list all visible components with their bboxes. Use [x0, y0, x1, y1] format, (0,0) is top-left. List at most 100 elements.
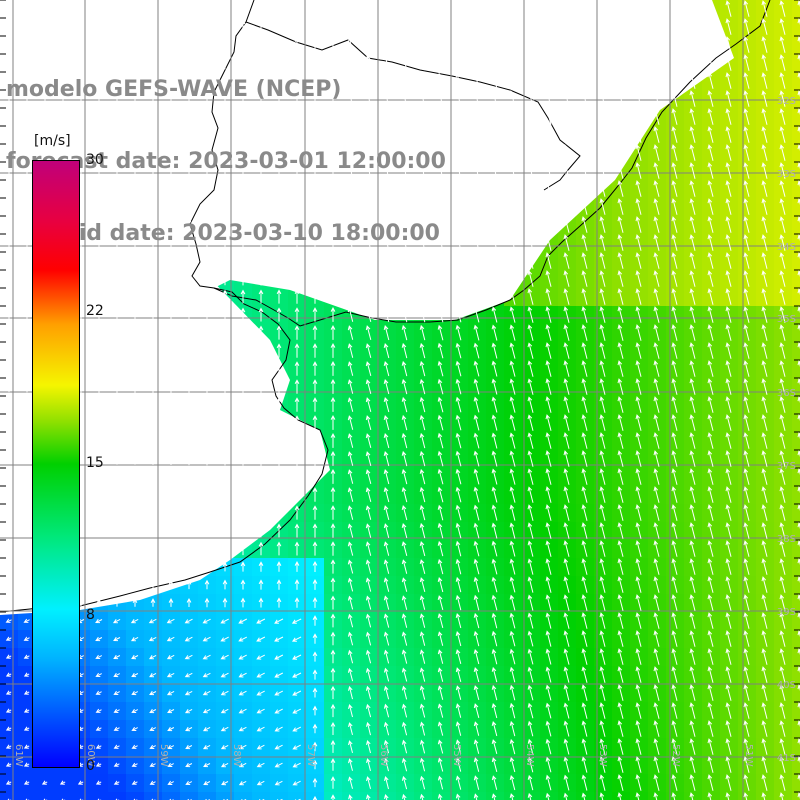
latitude-label: 35S	[777, 314, 796, 325]
wind-arrow	[312, 145, 318, 160]
wind-arrow	[509, 36, 516, 53]
latitude-label: 32S	[777, 96, 796, 107]
wind-arrow	[78, 92, 84, 105]
wind-arrow	[294, 55, 300, 70]
latitude-label: 40S	[777, 680, 796, 691]
wind-arrow	[42, 74, 48, 87]
wind-arrow	[761, 36, 768, 53]
field-cell	[792, 396, 800, 414]
wind-arrow	[114, 164, 120, 177]
wind-arrow	[347, 109, 354, 124]
wind-arrow	[437, 72, 444, 89]
wind-arrow	[653, 54, 660, 71]
wind-arrow	[437, 162, 444, 179]
wind-arrow	[114, 74, 120, 87]
wind-arrow	[6, 92, 12, 105]
wind-arrow	[186, 163, 192, 178]
wind-arrow	[312, 91, 318, 106]
wind-arrow	[617, 36, 624, 53]
wind-arrow	[707, 72, 714, 89]
field-cell	[792, 594, 800, 612]
wind-arrow	[455, 72, 462, 89]
field-cell	[792, 252, 800, 270]
wind-arrow	[347, 163, 354, 178]
wind-arrow	[455, 90, 462, 107]
wind-arrow	[653, 36, 660, 53]
wind-arrow	[725, 162, 732, 179]
latitude-label: 34S	[777, 242, 796, 253]
wind-arrow	[437, 18, 444, 35]
field-cell	[792, 540, 800, 558]
wind-arrow	[491, 36, 498, 53]
wind-arrow	[365, 109, 372, 125]
wind-arrow	[419, 0, 426, 17]
wind-arrow	[96, 164, 102, 177]
wind-arrow	[294, 91, 300, 106]
wind-arrow	[401, 162, 408, 179]
wind-arrow	[276, 91, 282, 106]
wind-arrow	[365, 163, 372, 179]
coastline-uruguay-border	[245, 21, 581, 191]
wind-arrow	[186, 91, 192, 106]
wind-arrow	[186, 1, 192, 16]
wind-arrow	[563, 144, 570, 161]
wind-arrow	[114, 38, 120, 51]
colorbar-tick-22: 22	[86, 303, 104, 319]
wind-arrow	[527, 90, 534, 107]
wind-arrow	[707, 36, 714, 53]
wind-arrow	[96, 2, 102, 15]
wind-arrow	[779, 54, 786, 71]
wind-arrow	[240, 109, 246, 124]
wind-arrow	[761, 18, 768, 35]
wind-arrow	[240, 1, 246, 16]
wind-arrow	[419, 144, 426, 161]
wind-arrow	[635, 72, 642, 89]
wind-arrow	[114, 56, 120, 69]
wind-arrow	[581, 72, 588, 89]
field-cell	[792, 108, 800, 126]
wind-arrow	[24, 128, 30, 141]
wind-arrow	[437, 36, 444, 53]
wind-arrow	[330, 163, 336, 178]
wind-arrow	[258, 109, 264, 124]
wind-arrow	[60, 110, 66, 123]
wind-arrow	[473, 36, 480, 53]
wind-arrow	[276, 109, 282, 124]
wind-arrow	[383, 144, 390, 161]
wind-arrow	[509, 126, 516, 143]
wind-arrow	[312, 127, 318, 142]
wind-arrow	[581, 36, 588, 53]
wind-arrow	[168, 91, 174, 105]
wind-arrow	[527, 108, 534, 125]
wind-arrow	[671, 36, 678, 53]
wind-arrow	[545, 162, 552, 179]
wind-arrow	[419, 90, 426, 107]
wind-arrow	[617, 162, 624, 179]
wind-arrow	[509, 0, 516, 17]
field-cell	[792, 576, 800, 594]
wind-arrow	[671, 144, 678, 161]
field-cell	[792, 774, 800, 792]
wind-arrow	[473, 126, 480, 143]
wind-arrow	[312, 19, 318, 34]
wind-arrow	[563, 90, 570, 107]
wind-arrow	[401, 36, 408, 53]
wind-arrow	[635, 108, 642, 125]
wind-arrow	[491, 0, 498, 17]
wind-arrow	[401, 90, 408, 107]
colorbar-tick-0: 0	[86, 758, 95, 774]
wind-arrow	[276, 19, 282, 34]
wind-arrow	[96, 110, 102, 123]
field-cell	[792, 324, 800, 342]
field-cell	[108, 792, 126, 800]
wind-arrow	[545, 54, 552, 71]
wind-arrow	[150, 92, 156, 105]
latitude-label: 33S	[777, 169, 796, 180]
wind-arrow	[132, 56, 138, 69]
field-cell	[792, 126, 800, 144]
wind-arrow	[635, 144, 642, 161]
field-cell	[792, 630, 800, 648]
longitude-label: 61W	[13, 744, 24, 767]
wind-arrow	[240, 37, 246, 52]
field-cell	[180, 792, 198, 800]
